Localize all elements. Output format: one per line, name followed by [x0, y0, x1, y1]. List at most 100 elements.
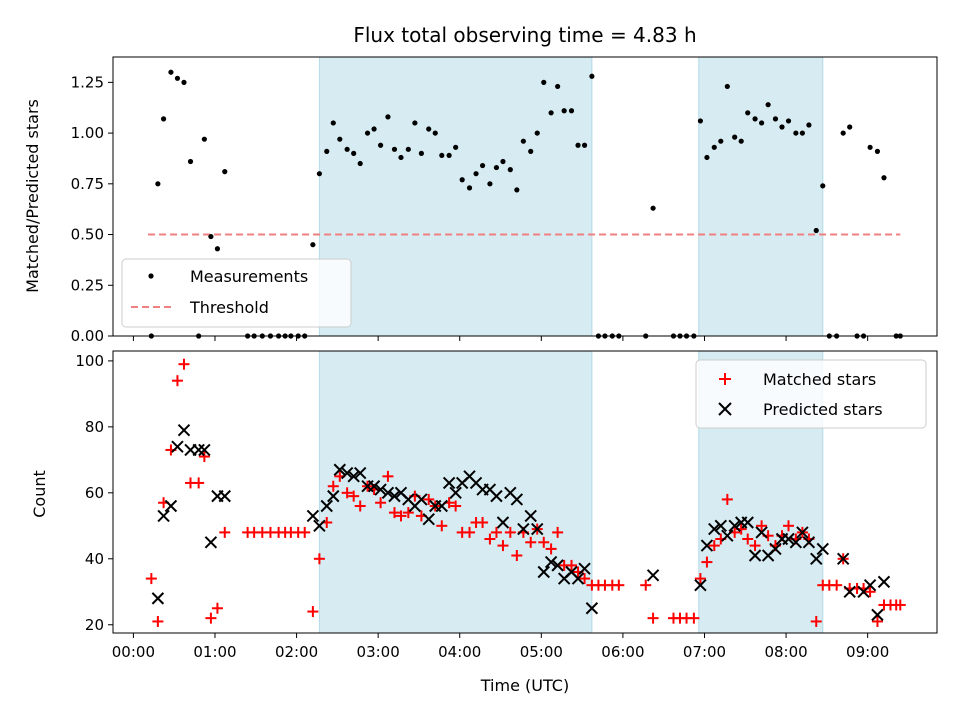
measurement-point: [473, 171, 479, 177]
matched-star-point: [864, 586, 876, 598]
matched-star-point: [742, 533, 754, 545]
x-b: [524, 509, 537, 523]
matched-star-point: [299, 526, 311, 538]
measurement-points: [148, 69, 903, 339]
predicted-star-point: [694, 578, 707, 592]
matched-star-point: [545, 543, 557, 555]
matched-star-point: [348, 490, 360, 502]
x-b: [394, 486, 408, 500]
predicted-star-point: [204, 536, 218, 549]
measurement-point: [351, 150, 357, 156]
predicted-star-point: [714, 519, 728, 533]
measurement-point: [337, 136, 343, 142]
measurement-point: [881, 175, 887, 181]
predicted-star-point: [442, 476, 456, 490]
matched-star-point: [490, 526, 502, 538]
measurement-point: [697, 118, 704, 124]
measurement-point: [548, 110, 554, 116]
measurement-point: [160, 116, 167, 122]
predicted-star-point: [171, 440, 184, 453]
measurement-point: [758, 120, 765, 126]
measurement-point: [487, 181, 493, 187]
predicted-star-point: [578, 562, 591, 575]
measurement-point: [412, 120, 418, 126]
measurement-point: [174, 75, 181, 81]
predicted-star-point: [449, 486, 462, 500]
observing-span-top-0: [318, 56, 593, 337]
x-b: [340, 466, 354, 480]
predicted-star-point: [353, 466, 367, 480]
matched-star-point: [477, 517, 489, 529]
matched-star-point: [382, 470, 394, 482]
x-b: [204, 536, 218, 549]
measurement-point: [813, 227, 819, 234]
matched-star-point: [402, 507, 414, 519]
measurement-point: [500, 158, 506, 165]
x-b: [585, 602, 599, 615]
y-tick-label: 0.75: [71, 175, 104, 193]
measurement-point: [874, 148, 881, 154]
x-b: [164, 499, 178, 513]
predicted-star-point: [422, 513, 435, 526]
x-b: [877, 575, 891, 589]
predicted-star-point: [157, 509, 170, 523]
predicted-star-point: [728, 519, 741, 533]
x-b: [381, 486, 395, 500]
matched-star-point: [205, 612, 217, 624]
predicted-star-point: [327, 489, 340, 503]
count-points: [145, 358, 906, 627]
predicted-star-point: [796, 526, 809, 539]
x-b: [157, 509, 170, 523]
x-b: [435, 499, 448, 513]
measurement-point: [568, 108, 575, 114]
x-b: [700, 539, 714, 552]
y-tick-label: 80: [85, 418, 104, 436]
x-tick-label: 03:00: [357, 643, 400, 661]
legend-measurements-label: Measurements: [190, 267, 308, 286]
predicted-star-point: [741, 516, 754, 529]
x-b: [694, 578, 707, 592]
measurement-point: [459, 177, 465, 183]
x-b: [402, 493, 415, 506]
matched-star-point: [647, 612, 659, 624]
measurement-point: [589, 73, 595, 79]
measurement-point: [724, 83, 730, 90]
measurement-point: [330, 120, 336, 126]
measurement-point: [155, 181, 161, 187]
x-b: [171, 440, 184, 453]
matched-star-point: [831, 579, 843, 591]
measurement-point: [779, 124, 785, 130]
x-b: [578, 562, 591, 575]
predicted-star-point: [585, 602, 599, 615]
measurement-point: [391, 146, 398, 152]
measurement-point: [738, 138, 744, 144]
top-plot-frame: [112, 56, 938, 337]
x-b: [313, 519, 326, 533]
x-b: [748, 549, 762, 562]
matched-star-point: [721, 493, 733, 505]
predicted-star-point: [863, 578, 877, 592]
matched-star-point: [749, 540, 761, 552]
measurement-point: [840, 130, 846, 136]
predicted-star-point: [306, 509, 320, 523]
measurement-point: [181, 79, 187, 85]
x-b: [708, 522, 721, 536]
x-tick-label: 04:00: [438, 643, 481, 661]
x-b: [388, 489, 401, 503]
measurement-point: [479, 162, 486, 169]
measurement-point: [528, 148, 534, 154]
measurement-point: [847, 124, 853, 130]
predicted-star-point: [748, 549, 762, 562]
matched-star-point: [504, 526, 516, 538]
x-tick-label: 02:00: [275, 643, 318, 661]
matched-star-point: [566, 559, 578, 571]
predicted-star-point: [388, 489, 401, 503]
predicted-star-point: [721, 529, 734, 542]
predicted-star-point: [333, 463, 347, 476]
matched-star-point: [525, 536, 537, 548]
predicted-star-point: [755, 526, 768, 539]
x-b: [496, 516, 510, 529]
matched-star-point: [313, 553, 325, 565]
matched-star-point: [894, 599, 906, 611]
